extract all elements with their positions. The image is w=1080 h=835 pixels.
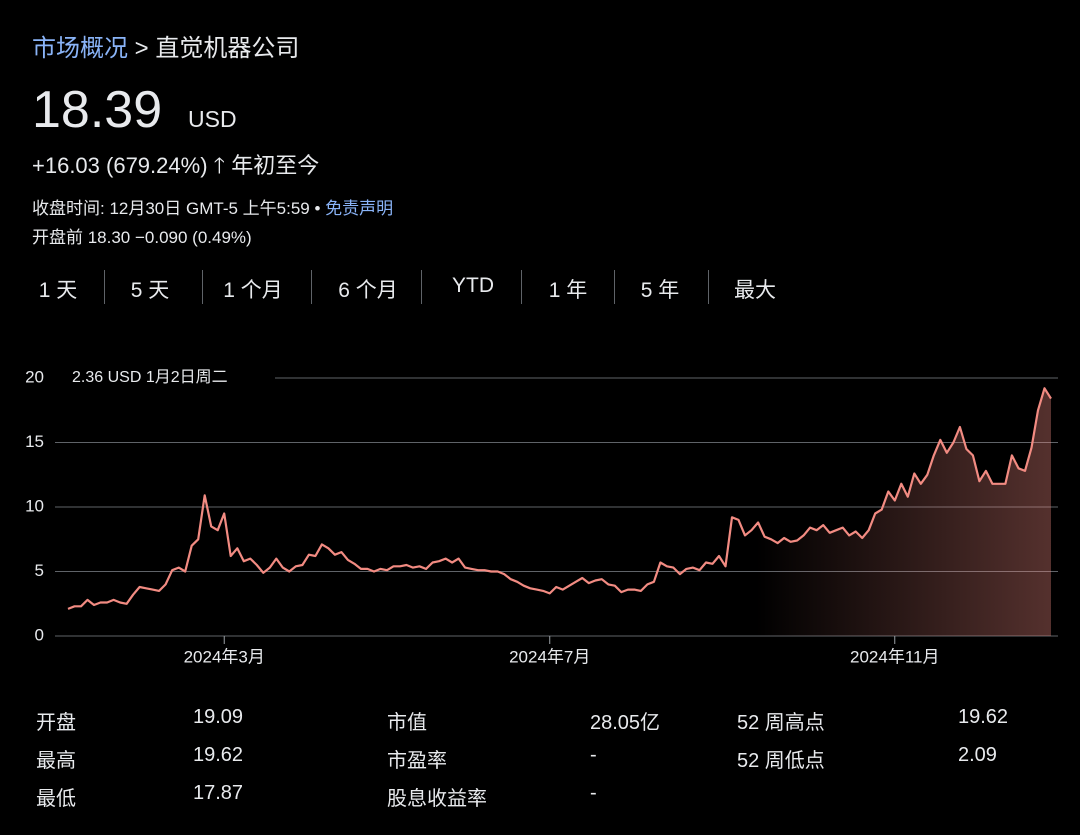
y-tick-label: 15 (25, 432, 44, 451)
stat-label: 52 周高点 (737, 712, 825, 734)
range-tab[interactable]: 1 天 (38, 279, 78, 302)
breadcrumb: 市场概况 > 直觉机器公司 (32, 28, 299, 63)
disclaimer[interactable]: 免责声明 (325, 199, 394, 218)
period: 年初至今 (231, 153, 320, 178)
range-tab[interactable]: 最大 (734, 279, 776, 302)
stat-value: 19.62 (193, 744, 244, 766)
x-tick-label: 2024年11月 (850, 647, 939, 666)
range-tab[interactable]: 5 年 (640, 279, 680, 302)
y-tick-label: 5 (35, 561, 44, 580)
stat-value: - (590, 782, 597, 804)
range-tab[interactable]: 5 天 (130, 279, 170, 302)
arrow-up: 🡑 (213, 153, 226, 178)
x-tick-label: 2024年7月 (509, 647, 590, 666)
stat-value: 28.05亿 (590, 712, 661, 734)
annotation: 2.36 USD 1月2日周二 (72, 369, 228, 386)
stat-value: 2.09 (958, 744, 997, 766)
y-tick-label: 10 (25, 496, 44, 515)
bullet: • (314, 199, 321, 218)
range-tab[interactable]: 1 年 (548, 279, 588, 302)
stat-label: 最低 (36, 788, 76, 810)
stat-value: 19.62 (958, 706, 1009, 728)
stat-label: 最高 (36, 750, 76, 772)
price-line (67, 387, 1052, 610)
area (68, 388, 1051, 636)
currency: USD (188, 106, 237, 132)
premarket: 开盘前 18.30 −0.090 (0.49%) (32, 228, 252, 247)
stat-value: 19.09 (193, 706, 244, 728)
change-row: +16.03 (679.24%) 🡑 年初至今 (32, 148, 319, 187)
stat-label: 市盈率 (387, 750, 447, 772)
stat-label: 52 周低点 (737, 750, 825, 772)
stat-value: - (590, 744, 597, 766)
tab-separator (614, 270, 615, 304)
chart: 2.36 USD 1月2日周二 0 5 10 15 20 2024年3月 2024年7月 20… (25, 367, 1058, 666)
close-info: 收盘时间: 12月30日 GMT-5 上午5:59 (32, 199, 310, 218)
tab-separator (520, 270, 522, 304)
tab-separator (201, 270, 203, 304)
stat-label: 市值 (387, 712, 427, 734)
range-tab[interactable]: YTD (452, 274, 494, 297)
separator: > (134, 35, 149, 62)
tab-separator (104, 270, 105, 304)
stat-label: 股息收益率 (387, 788, 487, 810)
x-tick-label: 2024年3月 (184, 647, 265, 666)
change: +16.03 (679.24%) (32, 153, 208, 178)
tab-separator (310, 270, 312, 304)
stat-label: 开盘 (36, 712, 76, 734)
range-tab[interactable]: 1 个月 (223, 279, 283, 302)
tab-separator (420, 270, 422, 304)
range-tab[interactable]: 6 个月 (338, 279, 398, 302)
breadcrumb-link[interactable]: 市场概况 (32, 35, 128, 62)
stat-value: 17.87 (193, 782, 244, 804)
y-tick-label: 20 (25, 367, 44, 386)
y-tick-label: 0 (35, 625, 44, 644)
close-info-row: 收盘时间: 12月30日 GMT-5 上午5:59 • 免责声明 (32, 194, 393, 219)
breadcrumb-current: 直觉机器公司 (155, 35, 300, 62)
tab-separator (707, 270, 709, 304)
price: 18.39 (32, 81, 163, 139)
